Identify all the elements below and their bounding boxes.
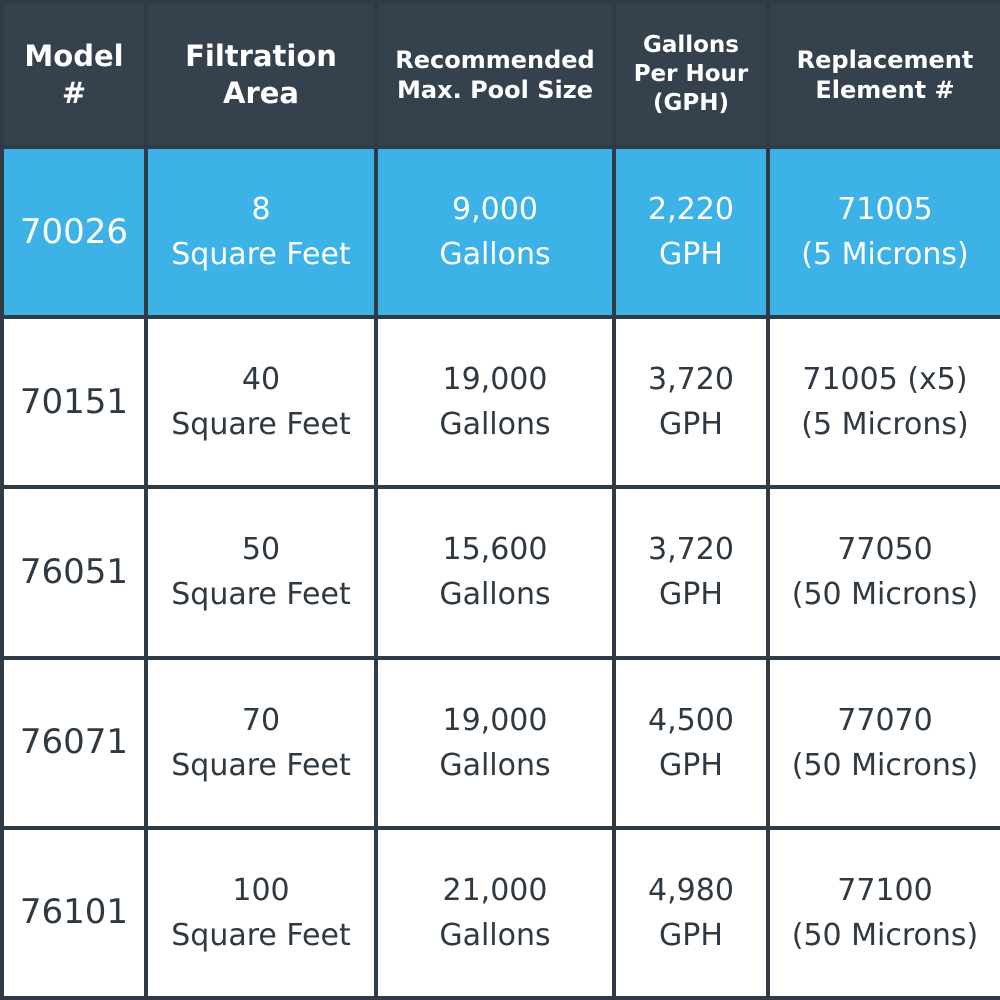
element-number: 77100 (837, 872, 933, 908)
header-replacement-line: Replacement (796, 45, 974, 74)
pool-size-cell: 15,600 Gallons (378, 489, 612, 656)
header-filtration-line: Filtration (185, 39, 337, 74)
header-gph: Gallons Per Hour (GPH) (616, 4, 766, 145)
gph-value: 3,720 (648, 532, 734, 568)
table-row: 76051 50 Square Feet 15,600 Gallons 3,72… (4, 489, 1000, 656)
header-gph-line: (GPH) (652, 89, 729, 116)
header-model-line: Model (24, 39, 124, 74)
area-unit: Square Feet (171, 407, 351, 443)
table-row-highlighted: 70026 8 Square Feet 9,000 Gallons 2,220 … (4, 149, 1000, 316)
pool-size-cell: 9,000 Gallons (378, 149, 612, 316)
pool-size-unit: Gallons (439, 407, 551, 443)
gph-value: 4,980 (648, 872, 734, 908)
element-number: 71005 (x5) (802, 362, 968, 398)
replacement-element-cell: 71005 (x5) (5 Microns) (770, 319, 1000, 486)
gph-unit: GPH (659, 917, 723, 953)
pool-size-value: 15,600 (442, 532, 548, 568)
element-number: 71005 (837, 192, 933, 228)
header-pool-size: Recommended Max. Pool Size (378, 4, 612, 145)
model-number-cell: 76071 (4, 659, 144, 826)
gph-cell: 3,720 GPH (616, 489, 766, 656)
area-unit: Square Feet (171, 917, 351, 953)
element-microns: (50 Microns) (791, 747, 979, 783)
pool-size-cell: 21,000 Gallons (378, 829, 612, 996)
gph-unit: GPH (659, 237, 723, 273)
replacement-element-cell: 77100 (50 Microns) (770, 829, 1000, 996)
gph-cell: 2,220 GPH (616, 149, 766, 316)
gph-value: 3,720 (648, 362, 734, 398)
pool-size-value: 19,000 (442, 362, 548, 398)
pool-size-unit: Gallons (439, 917, 551, 953)
header-gph-line: Gallons (642, 32, 740, 59)
model-number-cell: 70026 (4, 149, 144, 316)
header-model: Model # (4, 4, 144, 145)
model-number-cell: 76051 (4, 489, 144, 656)
gph-value: 2,220 (648, 192, 734, 228)
header-row: Model # Filtration Area Recommended Max.… (4, 4, 1000, 145)
element-microns: (5 Microns) (801, 237, 969, 273)
replacement-element-cell: 71005 (5 Microns) (770, 149, 1000, 316)
pool-size-cell: 19,000 Gallons (378, 659, 612, 826)
area-value: 70 (241, 702, 281, 738)
area-unit: Square Feet (171, 577, 351, 613)
header-replacement-line: Element # (815, 75, 955, 104)
filtration-area-cell: 100 Square Feet (148, 829, 374, 996)
replacement-element-cell: 77070 (50 Microns) (770, 659, 1000, 826)
area-value: 8 (251, 192, 271, 228)
pool-size-unit: Gallons (439, 577, 551, 613)
pool-size-unit: Gallons (439, 747, 551, 783)
filtration-area-cell: 50 Square Feet (148, 489, 374, 656)
gph-unit: GPH (659, 577, 723, 613)
filtration-area-cell: 70 Square Feet (148, 659, 374, 826)
gph-cell: 3,720 GPH (616, 319, 766, 486)
header-filtration-line: Area (223, 75, 299, 110)
table-row: 76071 70 Square Feet 19,000 Gallons 4,50… (4, 659, 1000, 826)
gph-unit: GPH (659, 407, 723, 443)
header-pool-size-line: Recommended (395, 45, 595, 74)
header-filtration-area: Filtration Area (148, 4, 374, 145)
header-pool-size-line: Max. Pool Size (397, 75, 593, 104)
gph-value: 4,500 (648, 702, 734, 738)
model-number-cell: 70151 (4, 319, 144, 486)
table-row: 70151 40 Square Feet 19,000 Gallons 3,72… (4, 319, 1000, 486)
area-unit: Square Feet (171, 237, 351, 273)
header-replacement-element: Replacement Element # (770, 4, 1000, 145)
gph-cell: 4,500 GPH (616, 659, 766, 826)
element-number: 77070 (837, 702, 933, 738)
gph-cell: 4,980 GPH (616, 829, 766, 996)
area-value: 40 (241, 362, 281, 398)
area-value: 100 (232, 872, 290, 908)
element-microns: (50 Microns) (791, 577, 979, 613)
pool-size-cell: 19,000 Gallons (378, 319, 612, 486)
replacement-element-cell: 77050 (50 Microns) (770, 489, 1000, 656)
element-number: 77050 (837, 532, 933, 568)
gph-unit: GPH (659, 747, 723, 783)
filtration-area-cell: 40 Square Feet (148, 319, 374, 486)
pool-size-value: 19,000 (442, 702, 548, 738)
table-row: 76101 100 Square Feet 21,000 Gallons 4,9… (4, 829, 1000, 996)
filtration-area-cell: 8 Square Feet (148, 149, 374, 316)
pool-size-value: 21,000 (442, 872, 548, 908)
model-number-cell: 76101 (4, 829, 144, 996)
element-microns: (50 Microns) (791, 917, 979, 953)
pool-size-value: 9,000 (452, 192, 538, 228)
area-value: 50 (241, 532, 281, 568)
header-model-line: # (61, 75, 87, 110)
area-unit: Square Feet (171, 747, 351, 783)
header-gph-line: Per Hour (633, 61, 749, 88)
element-microns: (5 Microns) (801, 407, 969, 443)
pool-size-unit: Gallons (439, 237, 551, 273)
